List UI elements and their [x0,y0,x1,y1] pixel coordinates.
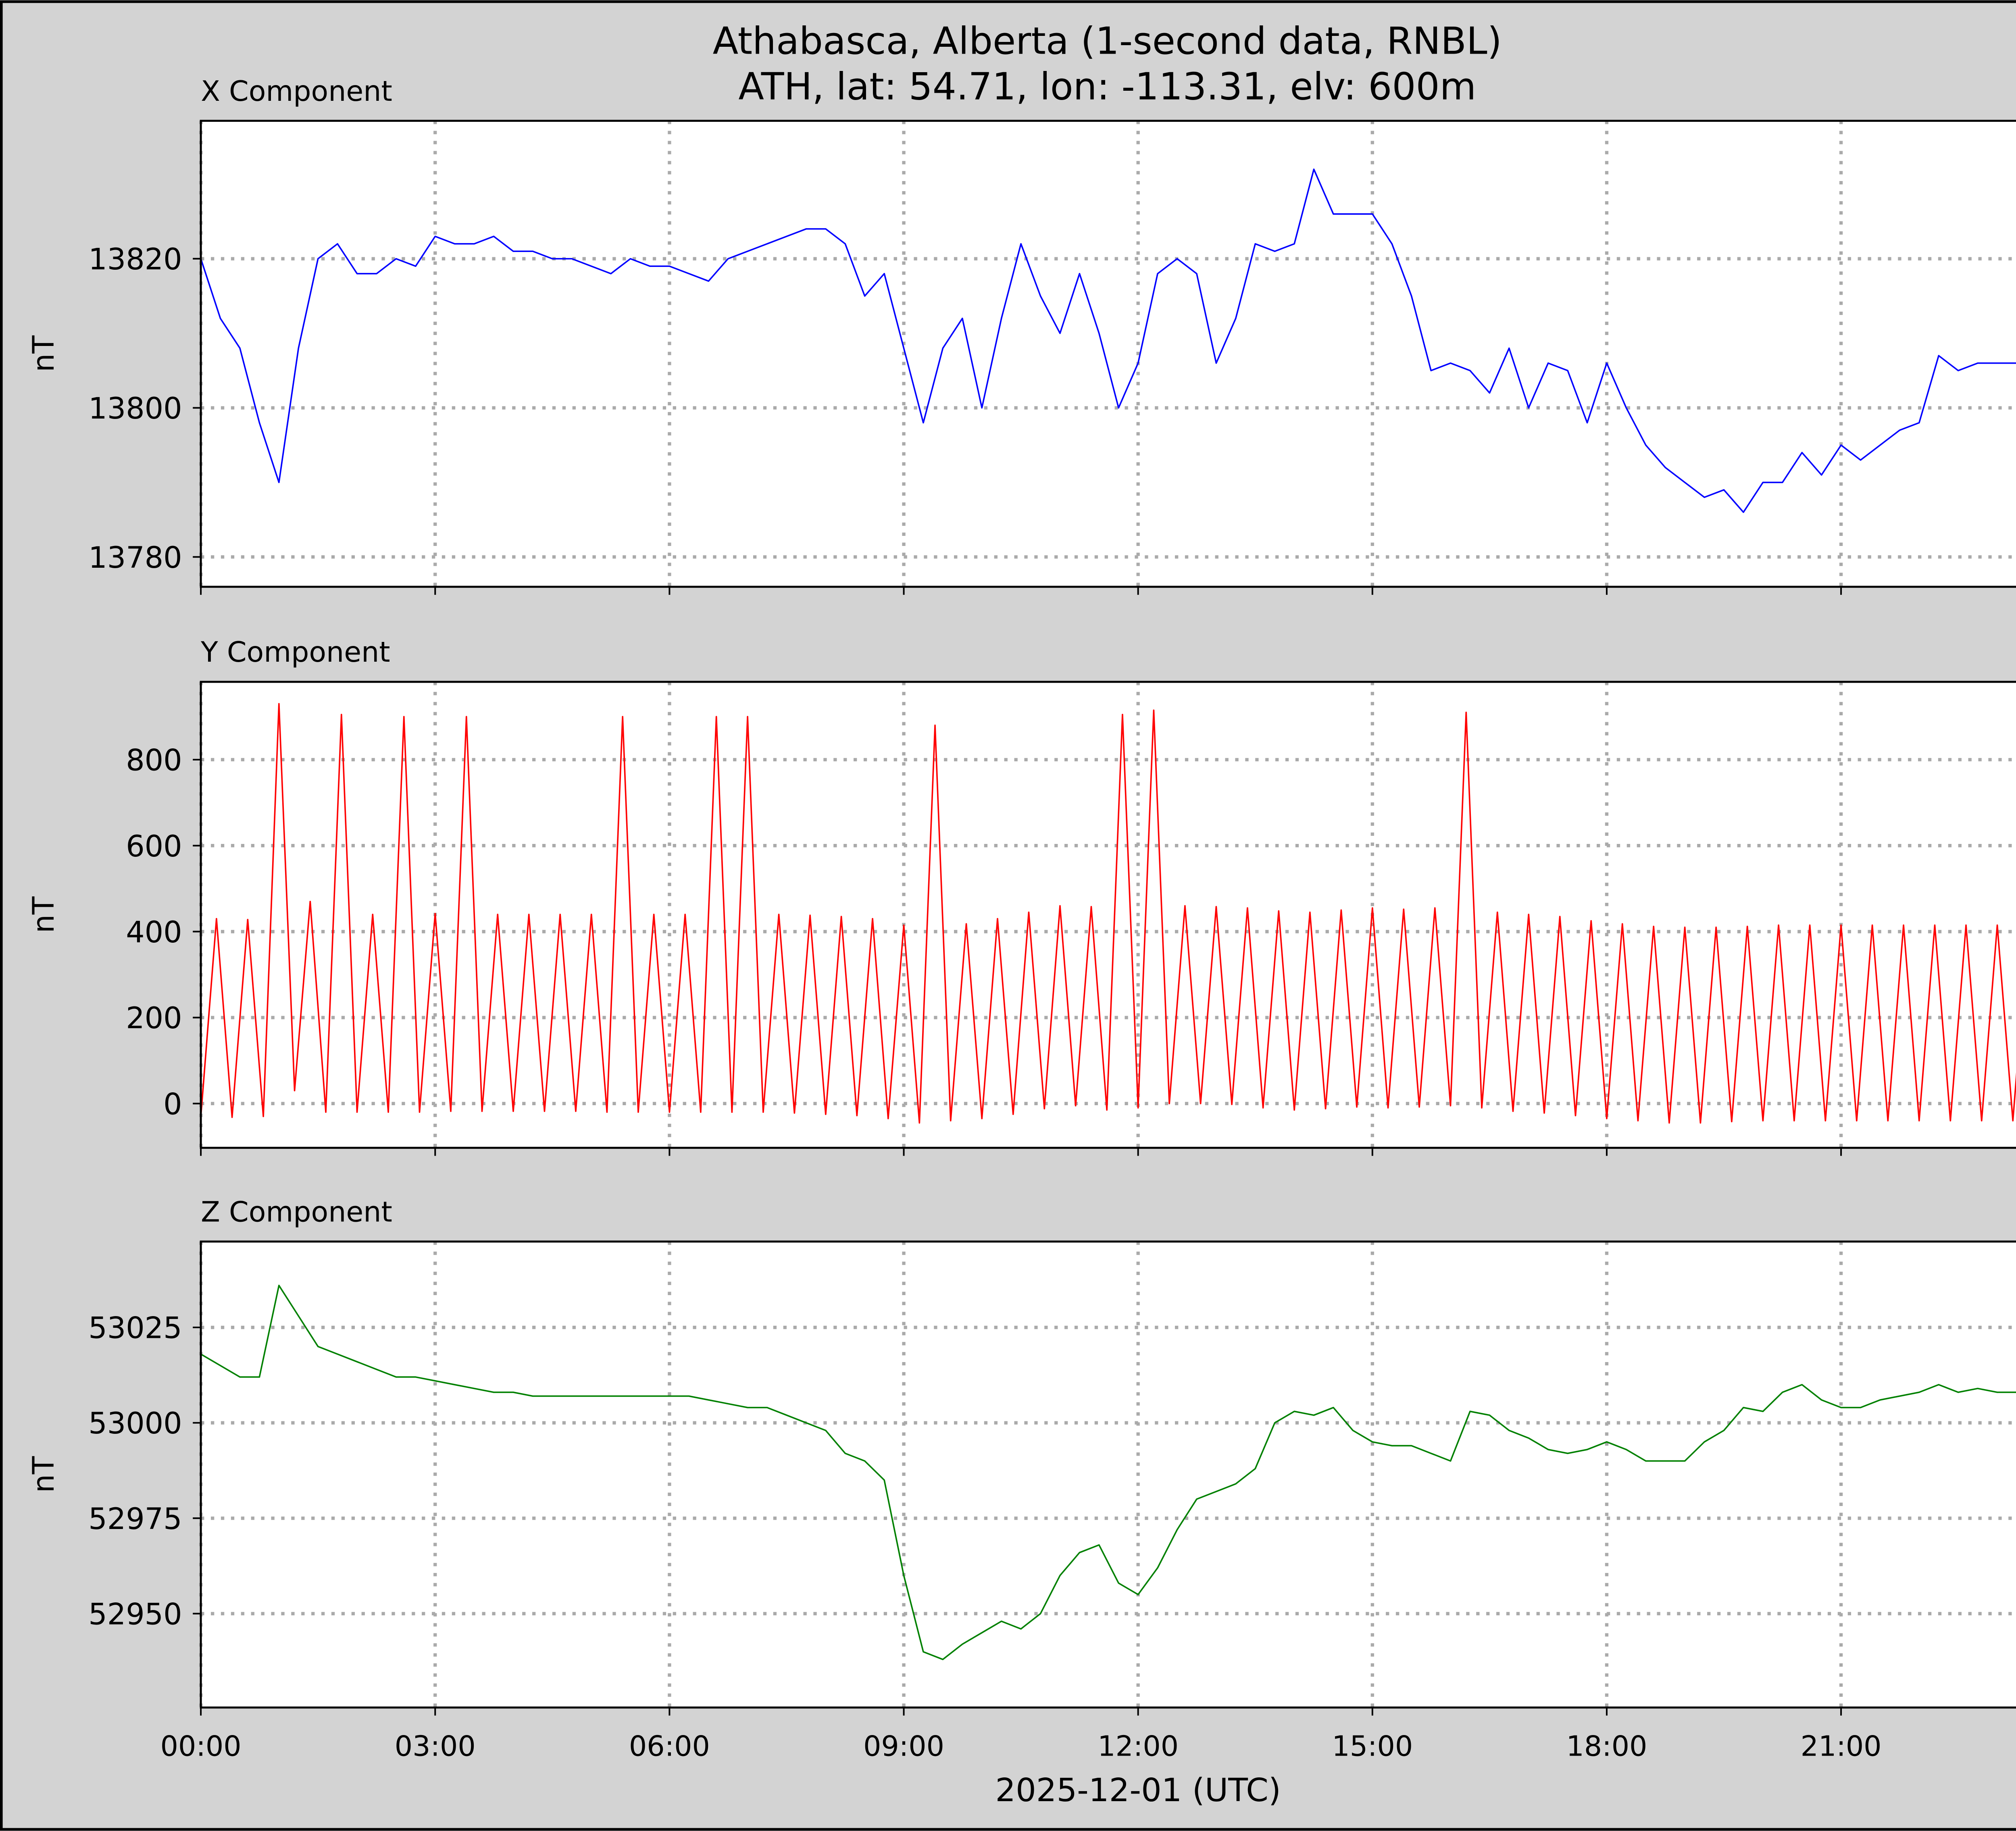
x-tick-label: 06:00 [629,1730,710,1762]
y-tick-label: 13780 [88,541,182,575]
y-tick-label: 13800 [88,392,182,426]
y-tick-label: 600 [126,829,182,864]
x-tick-label: 18:00 [1566,1730,1647,1762]
panel-title: X Component [201,75,392,108]
plot-frame [200,120,2016,588]
panel: Z Component nT 00:00 03:00 06:00 09:00 12:00 15… [27,1196,2016,1809]
x-tick-label: 15:00 [1332,1730,1413,1762]
x-tick-label: 21:00 [1801,1730,1882,1762]
data-line [200,1285,2016,1660]
y-tick-label: 13820 [88,242,182,277]
data-line [200,703,2016,1124]
y-tick-label: 400 [126,915,182,950]
panel: Y Component nT 0 200 400 600 800 [27,636,2016,1156]
x-axis-label: 2025-12-01 (UTC) [995,1771,1281,1809]
panel-title: Y Component [200,636,390,669]
plot-frame [200,1240,2016,1709]
y-tick-label: 0 [163,1087,182,1121]
y-tick-label: 52950 [88,1597,182,1631]
x-tick-label: 09:00 [863,1730,944,1762]
x-tick-label: 00:00 [160,1730,242,1762]
y-tick-label: 52975 [88,1502,182,1536]
y-axis-label: nT [27,1456,61,1493]
panel: X Component nT 13780 13800 13820 [27,75,2016,595]
plot-area [201,121,2016,587]
y-axis-label: nT [27,335,61,372]
x-tick-label: 03:00 [395,1730,476,1762]
figure-title: Athabasca, Alberta (1-second data, RNBL) [713,19,1502,63]
y-tick-label: 200 [126,1001,182,1035]
y-tick-label: 53000 [88,1406,182,1441]
y-axis-label: nT [27,896,61,933]
panel-title: Z Component [201,1196,392,1228]
x-tick-label: 12:00 [1098,1730,1179,1762]
y-tick-label: 53025 [88,1311,182,1346]
data-line [200,168,2016,513]
plot-area [201,1241,2016,1708]
y-tick-label: 800 [126,744,182,778]
figure-subtitle: ATH, lat: 54.71, lon: -113.31, elv: 600m [738,65,1476,108]
plot-frame [200,681,2016,1149]
